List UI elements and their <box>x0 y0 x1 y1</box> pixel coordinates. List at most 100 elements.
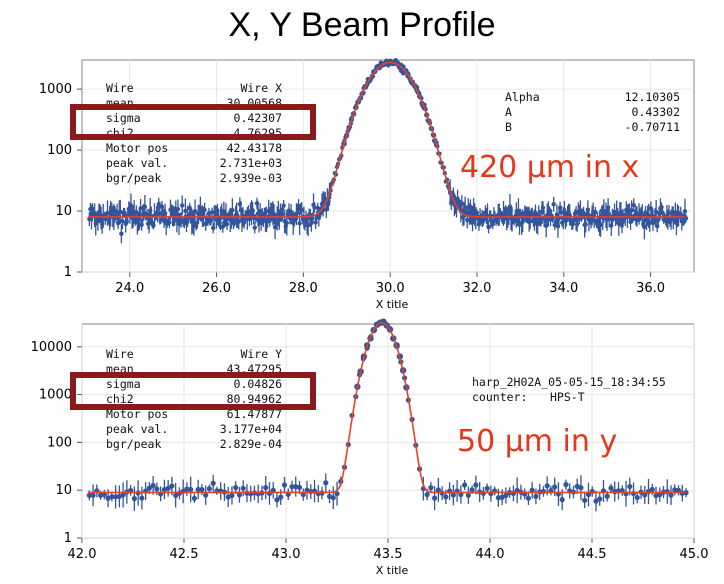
data-point <box>206 486 213 492</box>
data-point <box>598 222 603 228</box>
data-point <box>199 486 205 493</box>
data-point <box>300 491 306 498</box>
x-tick-label: 42.0 <box>68 547 97 562</box>
plot-frame <box>81 59 695 273</box>
stats-value-bgr-peak: 2.829e-04 <box>220 437 282 451</box>
info-label: B <box>505 120 512 134</box>
stats-label-wire: Wire <box>106 347 134 361</box>
data-point <box>192 208 198 214</box>
data-point <box>533 210 538 216</box>
data-point <box>202 207 207 213</box>
data-point <box>627 483 633 490</box>
data-point <box>525 495 532 501</box>
data-point <box>120 492 126 498</box>
data-point <box>649 486 655 493</box>
data-point <box>660 210 665 216</box>
data-point <box>608 485 614 491</box>
data-point <box>647 220 652 225</box>
data-point <box>582 497 588 503</box>
data-point <box>540 488 547 495</box>
x-tick-label: 43.0 <box>272 547 301 562</box>
x-axis-label: X title <box>376 298 409 311</box>
data-point <box>297 221 302 226</box>
data-point <box>432 495 438 501</box>
data-point <box>236 492 243 498</box>
data-point <box>195 486 201 493</box>
data-point <box>296 484 303 491</box>
data-point <box>480 490 486 496</box>
data-point <box>281 203 286 208</box>
data-point <box>682 209 688 214</box>
data-point <box>137 217 142 222</box>
data-point <box>183 208 188 214</box>
data-point <box>593 498 599 504</box>
data-point <box>675 487 682 493</box>
stats-value-motor-pos: 42.43178 <box>227 141 282 155</box>
data-point <box>465 492 471 498</box>
data-point <box>563 482 569 488</box>
data-point <box>230 207 235 213</box>
data-point <box>529 487 535 493</box>
y-tick-label: 100 <box>47 435 72 450</box>
y-tick-label: 100 <box>47 143 72 158</box>
data-point <box>310 216 315 221</box>
stats-label-chi2: chi2 <box>106 392 134 406</box>
data-point <box>465 217 470 223</box>
data-point <box>552 484 558 490</box>
data-point <box>428 485 434 491</box>
data-point <box>443 494 449 500</box>
data-point <box>567 212 572 218</box>
data-point <box>473 482 479 488</box>
x-tick-label: 28.0 <box>289 281 318 296</box>
data-point <box>578 485 584 491</box>
data-point <box>629 207 634 213</box>
data-point <box>165 485 171 491</box>
x-tick-label: 43.5 <box>374 547 403 562</box>
stats-label-sigma: sigma <box>106 377 141 391</box>
data-point <box>146 485 152 491</box>
data-point <box>90 492 96 498</box>
data-point <box>516 208 521 213</box>
stats-value-sigma: 0.04826 <box>234 377 283 391</box>
data-point <box>533 493 539 499</box>
data-point <box>666 210 672 216</box>
x-tick-label: 42.5 <box>170 547 199 562</box>
info-label: A <box>505 105 512 119</box>
data-point <box>263 484 269 491</box>
data-point <box>305 222 311 228</box>
data-point <box>630 216 635 222</box>
stats-value-motor-pos: 61.47877 <box>227 407 282 421</box>
data-point <box>642 224 647 229</box>
data-point <box>139 495 145 501</box>
data-point <box>462 482 468 488</box>
data-point <box>240 485 246 491</box>
data-point <box>101 491 107 498</box>
stats-label-motor-pos: Motor pos <box>106 141 168 155</box>
x-tick-label: 24.0 <box>115 281 144 296</box>
data-point <box>668 492 674 498</box>
data-point <box>559 497 565 503</box>
info-value: 0.43302 <box>632 105 680 119</box>
stats-label-peak-val-: peak val. <box>106 422 168 436</box>
data-point <box>229 492 235 499</box>
data-point <box>210 480 216 486</box>
data-point <box>188 486 194 493</box>
stats-value-peak-val-: 3.177e+04 <box>220 422 282 436</box>
y-tick-label: 1000 <box>39 388 72 403</box>
data-points <box>86 318 689 512</box>
data-point <box>289 484 295 490</box>
data-point <box>547 208 552 213</box>
data-point <box>284 220 290 225</box>
data-point <box>484 485 490 492</box>
data-point <box>527 218 533 224</box>
data-point <box>299 207 304 213</box>
data-point <box>144 212 150 217</box>
data-point <box>259 221 264 226</box>
data-point <box>540 205 546 210</box>
stats-value-wire: Wire Y <box>240 347 282 361</box>
stats-label-bgr-peak: bgr/peak <box>106 171 161 185</box>
data-point <box>208 218 214 223</box>
data-point <box>450 492 456 498</box>
data-point <box>424 491 430 498</box>
